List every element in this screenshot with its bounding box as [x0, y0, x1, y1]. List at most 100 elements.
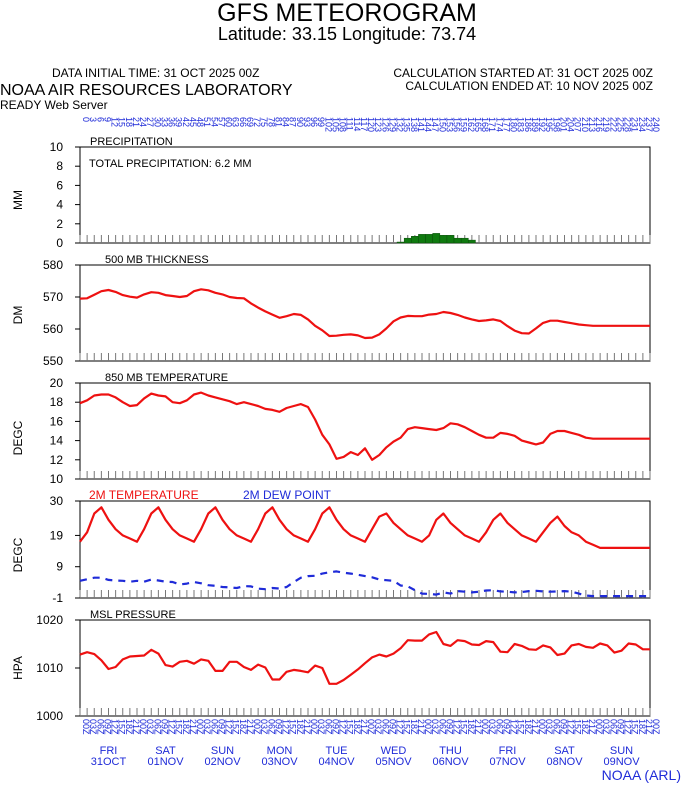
precip-bar [425, 234, 433, 244]
dew-point-line [79, 570, 650, 598]
bottom-hour-label: 09Z [330, 719, 340, 735]
top-hour-label: 174 [494, 117, 504, 132]
bottom-hour-label: 15Z [573, 719, 583, 735]
precip-bar [439, 235, 448, 244]
top-hour-label: 225 [615, 117, 625, 132]
bottom-hour-label: 06Z [437, 719, 447, 735]
top-hour-label: 144 [423, 117, 433, 132]
bottom-hour-label: 12Z [509, 719, 519, 735]
bottom-hour-label: 09Z [159, 719, 169, 735]
top-hour-label: 96 [309, 117, 319, 127]
y-tick-label: 1010 [36, 661, 63, 675]
bottom-hour-label: 03Z [259, 719, 269, 735]
bottom-hour-label: 03Z [88, 719, 98, 735]
series-line [79, 391, 650, 461]
legend-temperature: 2M TEMPERATURE [89, 488, 199, 502]
bottom-hour-label: 03Z [145, 719, 155, 735]
top-hour-label: 150 [437, 117, 447, 132]
top-hour-label: 90 [295, 117, 305, 127]
bottom-hour-label: 00Z [195, 719, 205, 735]
server-name: READY Web Server [0, 98, 108, 112]
bottom-hour-label: 06Z [152, 719, 162, 735]
top-hour-label: 114 [352, 117, 362, 131]
y-tick-label: 4 [56, 198, 63, 212]
day-of-week-label: SAT [554, 745, 575, 757]
precip-bar [453, 237, 462, 244]
y-tick-label: 550 [43, 354, 63, 368]
top-hour-label: 0 [81, 117, 91, 122]
bottom-hour-label: 18Z [181, 719, 191, 735]
bottom-hour-label: 18Z [295, 719, 305, 735]
top-hour-label: 75 [259, 117, 269, 127]
top-hour-label: 231 [630, 117, 640, 132]
bottom-hour-label: 03Z [601, 719, 611, 735]
bottom-hour-label: 15Z [117, 719, 127, 735]
precip-bar [411, 236, 419, 244]
series-line [79, 288, 650, 340]
top-hour-label: 186 [523, 117, 533, 132]
bottom-hour-label: 12Z [452, 719, 462, 735]
bottom-hour-label: 18Z [466, 719, 476, 735]
top-hour-label: 39 [174, 117, 184, 127]
top-hour-label: 213 [587, 117, 597, 132]
bottom-hour-label: 00Z [138, 719, 148, 735]
bottom-hour-label: 00Z [309, 719, 319, 735]
top-hour-label: 240 [651, 117, 661, 132]
top-hour-label: 159 [459, 117, 469, 132]
top-hour-label: 18 [124, 117, 134, 127]
y-tick-label: 19 [50, 528, 64, 542]
panel-frame [79, 264, 651, 362]
top-hour-label: 234 [637, 117, 647, 132]
top-hour-label: 108 [338, 117, 348, 132]
bottom-hour-label: 06Z [551, 719, 561, 735]
y-tick-label: 0 [56, 236, 63, 250]
bottom-hour-label: 09Z [444, 719, 454, 735]
top-hour-label: 219 [601, 117, 611, 132]
y-axis-label: DEGC [11, 420, 25, 455]
panel-title: 850 MB TEMPERATURE [105, 372, 228, 384]
top-hour-label: 153 [444, 117, 454, 132]
bottom-hour-label: 06Z [494, 719, 504, 735]
coordinates: Latitude: 33.15 Longitude: 73.74 [217, 24, 477, 44]
bottom-hour-label: 06Z [209, 719, 219, 735]
top-hour-label: 33 [159, 117, 169, 127]
y-tick-label: 20 [50, 376, 64, 390]
bottom-hour-label: 06Z [266, 719, 276, 735]
y-tick-label: 6 [56, 178, 63, 192]
top-hour-label: 72 [252, 117, 262, 127]
top-hour-label: 42 [181, 117, 191, 127]
y-tick-label: 10 [50, 140, 64, 154]
top-hour-label: 54 [209, 117, 219, 127]
bottom-hour-label: 15Z [630, 719, 640, 735]
bottom-hour-label: 21Z [530, 719, 540, 735]
top-hour-label: 183 [516, 117, 526, 132]
top-hour-label: 51 [202, 117, 212, 127]
y-tick-label: 1020 [36, 613, 63, 627]
bottom-hour-label: 15Z [516, 719, 526, 735]
precip-bar [418, 234, 426, 244]
date-label: 31OCT [91, 756, 127, 768]
bottom-hour-label: 12Z [167, 719, 177, 735]
bottom-hour-label: 00Z [81, 719, 91, 735]
bottom-hour-label: 03Z [430, 719, 440, 735]
bottom-hour-label: 18Z [352, 719, 362, 735]
bottom-hour-label: 09Z [273, 719, 283, 735]
series-line [79, 630, 650, 685]
day-of-week-label: FRI [100, 745, 118, 757]
bottom-hour-label: 18Z [124, 719, 134, 735]
bottom-hour-label: 00Z [594, 719, 604, 735]
top-hour-label: 237 [644, 117, 654, 132]
bottom-hour-label: 03Z [202, 719, 212, 735]
page-title: GFS METEOROGRAM [217, 0, 477, 27]
bottom-hour-label: 12Z [566, 719, 576, 735]
panel-title: MSL PRESSURE [90, 609, 176, 621]
top-hour-label: 147 [430, 117, 440, 132]
y-axis-label: MM [11, 190, 25, 210]
y-tick-label: 570 [43, 290, 63, 304]
y-tick-label: -1 [52, 591, 63, 605]
bottom-hour-label: 00Z [252, 719, 262, 735]
y-axis-label: DEGC [11, 537, 25, 572]
y-tick-label: 560 [43, 322, 63, 336]
top-hour-label: 198 [551, 117, 561, 132]
bottom-hour-label: 21Z [359, 719, 369, 735]
